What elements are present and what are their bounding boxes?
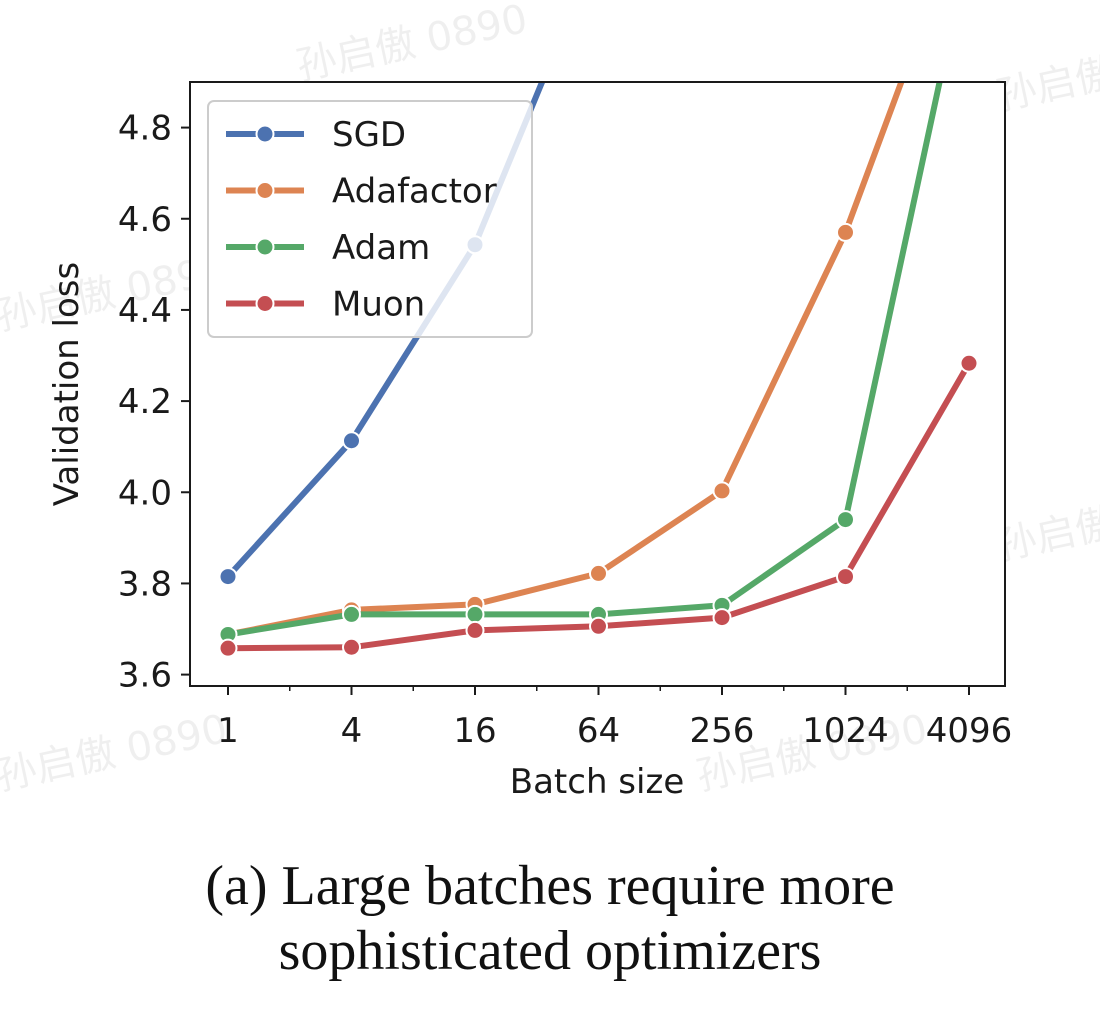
watermark-text: 孙启傲 0890 [993, 476, 1100, 570]
data-point-sgd [218, 567, 238, 587]
y-tick-label: 3.6 [118, 656, 172, 696]
y-tick-label: 4.6 [118, 200, 172, 240]
watermark-text: 孙启傲 0890 [293, 0, 532, 90]
data-point-adam [836, 510, 855, 530]
data-point-sgd [342, 431, 361, 451]
legend-label-adafactor: Adafactor [332, 172, 497, 212]
figure-caption-line-2: sophisticated optimizers [278, 920, 822, 982]
y-axis: 3.6 3.8 4.0 4.2 4.4 4.6 4.8 [118, 109, 190, 696]
legend-item-adam: Adam [226, 228, 430, 268]
data-point-adam [342, 604, 361, 624]
legend-item-muon: Muon [226, 285, 425, 325]
x-tick-label: 256 [690, 711, 755, 751]
x-tick-label: 1 [217, 711, 239, 751]
legend-label-muon: Muon [332, 285, 425, 325]
series-muon [218, 353, 979, 658]
watermark-text: 孙启傲 0890 [993, 26, 1100, 120]
legend-swatch-marker [255, 181, 275, 200]
legend-swatch-marker [255, 294, 275, 313]
plot-frame [189, 81, 1006, 687]
data-point-muon [342, 637, 361, 657]
x-tick-label: 4 [341, 711, 363, 751]
legend-item-sgd: SGD [226, 115, 406, 155]
figure-caption-line-1: (a) Large batches require more [205, 855, 895, 917]
y-tick-label: 4.8 [118, 109, 172, 149]
data-point-adafactor [589, 563, 608, 583]
x-tick-label: 4096 [926, 711, 1013, 751]
legend-label-adam: Adam [332, 228, 430, 268]
y-tick-label: 4.4 [118, 291, 172, 331]
data-point-muon [589, 616, 608, 636]
x-axis: 1 4 16 64 256 1024 4096 [217, 686, 1012, 751]
legend: SGD Adafactor Adam Muon [207, 100, 533, 338]
series-layer [218, 82, 979, 658]
x-tick-label: 1024 [802, 711, 889, 751]
data-point-muon [959, 353, 979, 373]
legend-label-sgd: SGD [332, 115, 406, 155]
y-tick-label: 4.0 [118, 473, 172, 513]
y-tick-label: 3.8 [118, 564, 172, 604]
data-point-adafactor [836, 222, 855, 242]
legend-swatch-marker [255, 124, 275, 144]
data-point-muon [218, 638, 238, 658]
data-point-muon [465, 620, 485, 640]
series-line-sgd [225, 82, 546, 580]
data-point-muon [712, 608, 732, 628]
legend-box [207, 100, 533, 338]
legend-item-adafactor: Adafactor [226, 172, 497, 212]
x-axis-label: Batch size [510, 762, 684, 802]
watermark-text: 孙启傲 0890 [0, 706, 231, 800]
y-axis-label: Validation loss [47, 262, 87, 506]
data-point-adam [465, 604, 485, 624]
legend-swatch-marker [255, 237, 275, 257]
x-tick-label: 64 [577, 711, 620, 751]
data-point-adafactor [712, 481, 732, 501]
data-point-muon [836, 567, 855, 587]
y-tick-label: 4.2 [118, 382, 172, 422]
x-tick-label: 16 [453, 711, 496, 751]
